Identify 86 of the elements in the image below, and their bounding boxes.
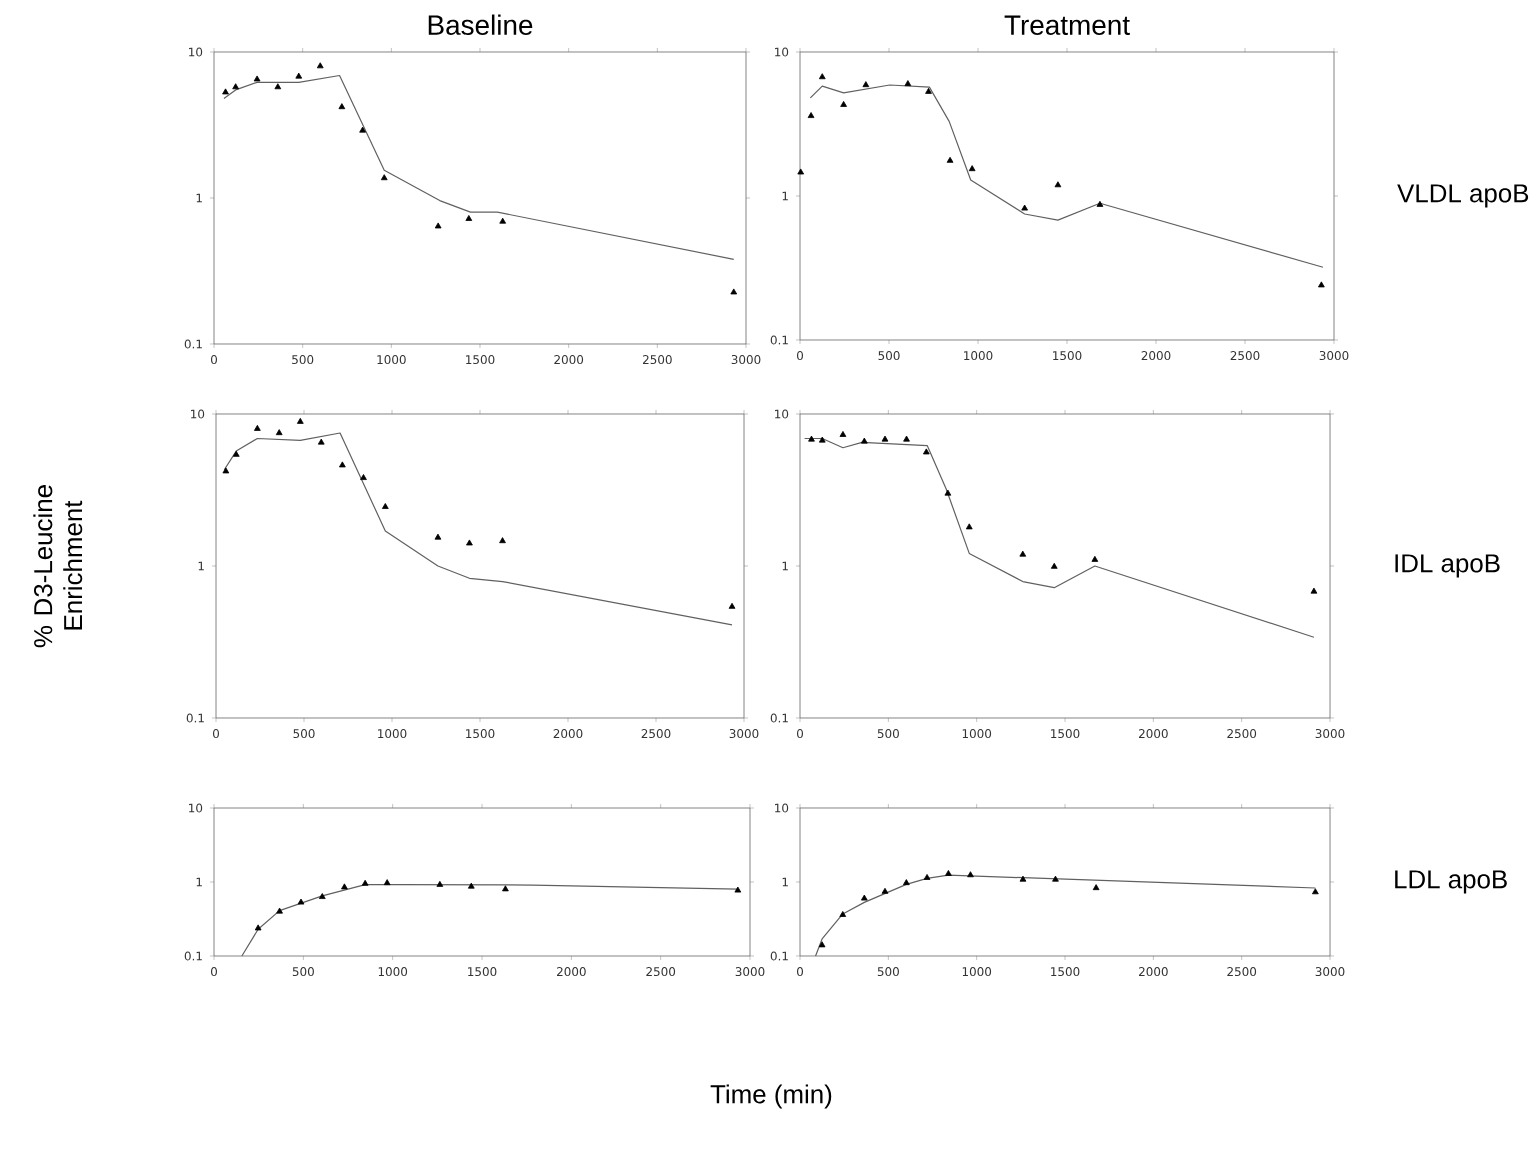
point [383,879,391,886]
point [434,533,442,540]
point [965,523,973,530]
point [734,886,742,893]
point [1019,550,1027,557]
point [818,941,826,948]
point [808,435,815,442]
point [1019,875,1027,882]
point [881,435,889,442]
point [275,429,283,436]
point [860,437,868,444]
point [254,924,262,931]
point [318,893,326,899]
y-axis-title: % D3-Leucine Enrichment [33,485,83,648]
point [946,156,954,163]
point [839,911,847,917]
chart-title: Baseline [428,14,533,36]
point [339,461,346,468]
point [1318,281,1325,288]
point [925,87,932,94]
point [253,75,261,82]
point [295,72,303,79]
point [922,448,930,455]
point [807,112,815,118]
point [274,83,282,90]
point [1091,555,1099,562]
point [467,882,475,889]
point [968,165,976,172]
point [1310,587,1318,594]
point [341,883,348,890]
point [380,174,388,181]
point [359,126,366,133]
point [730,288,738,295]
point [818,436,826,443]
point [254,424,261,431]
x-axis-title: Time (min) [710,1084,832,1109]
point [232,450,240,457]
text: VLDL apoB [1397,184,1529,208]
point [818,73,826,80]
point [222,88,229,95]
point [903,879,910,886]
line-series [223,432,733,626]
point [1054,181,1062,188]
point [296,417,304,424]
point [338,103,346,110]
point [1092,884,1100,891]
point [945,870,952,876]
point [502,885,509,892]
point [944,489,952,496]
line-series [804,437,1315,638]
line-series [809,84,1324,268]
point [840,100,847,107]
point [1096,200,1104,207]
point [276,907,283,914]
point [465,215,473,221]
point [967,871,974,878]
point [1021,204,1028,211]
point [862,81,870,88]
point [436,880,444,887]
point [499,217,507,224]
point [860,894,868,901]
point [839,430,847,437]
point [381,503,389,509]
point [434,222,442,229]
point [297,898,305,905]
point [360,474,367,480]
point [1312,888,1319,895]
text: LDL apoB [1395,870,1507,894]
point [317,438,325,445]
point [499,537,506,544]
line-series [223,74,735,260]
point [1050,562,1058,569]
point [1052,875,1059,882]
point [361,879,369,886]
point [222,467,230,474]
point [903,435,910,442]
point [466,539,473,546]
text: IDL apoB [1395,554,1500,578]
point [881,887,889,894]
point [797,168,805,175]
point [904,80,912,87]
point [728,602,736,609]
point [316,62,324,69]
chart-title: Treatment [1004,15,1130,36]
point [232,83,239,90]
point [923,873,931,880]
